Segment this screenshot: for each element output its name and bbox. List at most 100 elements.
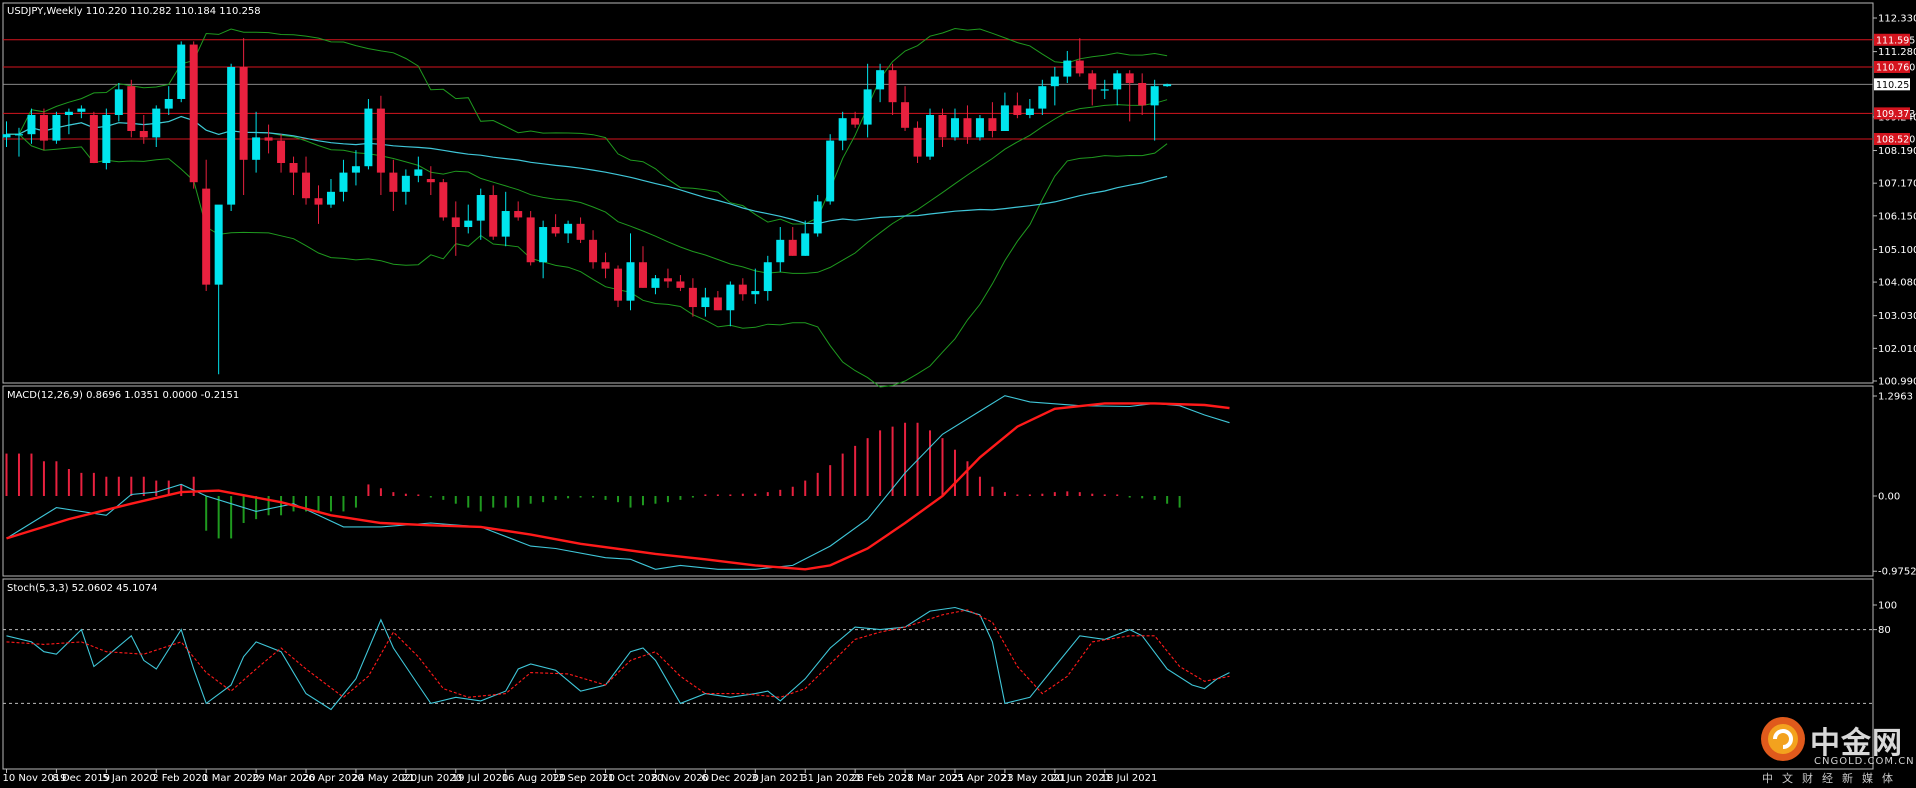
hline-tag-bg-0 (1874, 33, 1910, 46)
candle-77[interactable] (963, 105, 972, 144)
candle-74[interactable] (926, 108, 935, 160)
candle-60[interactable] (751, 268, 760, 304)
candle-50[interactable] (626, 233, 635, 311)
candle-32[interactable] (401, 169, 410, 205)
candle-69[interactable] (863, 63, 872, 138)
candle-33[interactable] (414, 156, 423, 183)
candle-23[interactable] (289, 156, 298, 196)
candle-83[interactable] (1038, 79, 1047, 115)
candle-58[interactable] (726, 281, 735, 327)
candle-43[interactable] (539, 220, 548, 279)
candle-90[interactable] (1125, 70, 1134, 122)
candle-55[interactable] (688, 278, 697, 317)
candle-2[interactable] (27, 108, 36, 144)
candle-37[interactable] (464, 204, 473, 234)
candle-9[interactable] (114, 82, 123, 122)
candle-35[interactable] (439, 179, 448, 221)
candle-36[interactable] (451, 201, 460, 256)
candle-87[interactable] (1088, 70, 1097, 106)
candle-21[interactable] (264, 124, 273, 154)
candle-80[interactable] (1000, 92, 1009, 131)
candle-72[interactable] (901, 86, 910, 131)
candle-62[interactable] (776, 227, 785, 272)
candle-67[interactable] (838, 111, 847, 151)
candle-1[interactable] (14, 127, 23, 157)
candle-29[interactable] (364, 98, 373, 170)
candle-0[interactable] (2, 121, 11, 148)
stoch-pane[interactable] (2, 578, 1874, 770)
candle-39[interactable] (489, 185, 498, 240)
candle-6[interactable] (77, 105, 86, 119)
candle-57[interactable] (713, 291, 722, 311)
candle-73[interactable] (913, 121, 922, 164)
candle-28[interactable] (351, 150, 360, 186)
candle-44[interactable] (551, 214, 560, 237)
candle-85[interactable] (1063, 50, 1072, 83)
candle-82[interactable] (1025, 98, 1034, 119)
candle-51[interactable] (638, 246, 647, 288)
bollinger-lower (6, 133, 1168, 388)
candle-46[interactable] (576, 217, 585, 244)
candle-5[interactable] (64, 108, 73, 135)
candle-30[interactable] (376, 95, 385, 196)
candle-18[interactable] (227, 63, 236, 212)
candle-88[interactable] (1100, 79, 1109, 99)
candle-71[interactable] (888, 63, 897, 115)
candle-56[interactable] (701, 287, 710, 317)
candle-65[interactable] (813, 195, 822, 237)
candle-22[interactable] (277, 134, 286, 173)
candle-27[interactable] (339, 159, 348, 202)
candle-10[interactable] (127, 79, 136, 138)
candle-42[interactable] (526, 211, 535, 266)
price-pane[interactable] (2, 2, 1874, 384)
candle-93[interactable] (1163, 83, 1172, 87)
candle-17[interactable] (214, 204, 223, 375)
candle-81[interactable] (1013, 92, 1022, 119)
candle-16[interactable] (202, 159, 211, 292)
candle-61[interactable] (763, 255, 772, 301)
candle-76[interactable] (950, 108, 959, 141)
candle-25[interactable] (314, 185, 323, 224)
candle-13[interactable] (164, 86, 173, 115)
candle-52[interactable] (651, 275, 660, 295)
candle-45[interactable] (564, 220, 573, 244)
candle-24[interactable] (302, 156, 311, 205)
candle-3[interactable] (39, 108, 48, 151)
candle-8[interactable] (102, 108, 111, 170)
candle-48[interactable] (601, 252, 610, 279)
candle-92[interactable] (1150, 79, 1159, 141)
candle-66[interactable] (826, 134, 835, 205)
candle-47[interactable] (589, 230, 598, 269)
candle-34[interactable] (426, 166, 435, 196)
candle-75[interactable] (938, 108, 947, 148)
candle-79[interactable] (988, 102, 997, 138)
candle-41[interactable] (514, 201, 523, 221)
candle-40[interactable] (501, 191, 510, 247)
candle-4[interactable] (52, 111, 61, 144)
candle-49[interactable] (614, 265, 623, 308)
candle-15[interactable] (189, 41, 198, 189)
candle-59[interactable] (738, 278, 747, 301)
candle-19[interactable] (239, 38, 248, 196)
candle-70[interactable] (876, 63, 885, 103)
candle-11[interactable] (139, 114, 148, 144)
candle-53[interactable] (663, 268, 672, 288)
candle-7[interactable] (89, 111, 98, 164)
candle-89[interactable] (1113, 70, 1122, 106)
candle-86[interactable] (1075, 38, 1084, 77)
candle-20[interactable] (252, 111, 261, 173)
candle-12[interactable] (152, 105, 161, 148)
candle-64[interactable] (801, 220, 810, 256)
candle-31[interactable] (389, 159, 398, 212)
candle-84[interactable] (1050, 66, 1059, 106)
macd-pane[interactable] (2, 385, 1874, 577)
candle-78[interactable] (975, 114, 984, 141)
candle-68[interactable] (851, 111, 860, 128)
candle-14[interactable] (177, 41, 186, 103)
candle-26[interactable] (326, 179, 335, 208)
candle-91[interactable] (1138, 73, 1147, 115)
candle-63[interactable] (788, 227, 797, 256)
candle-38[interactable] (476, 188, 485, 240)
candle-54[interactable] (676, 275, 685, 292)
